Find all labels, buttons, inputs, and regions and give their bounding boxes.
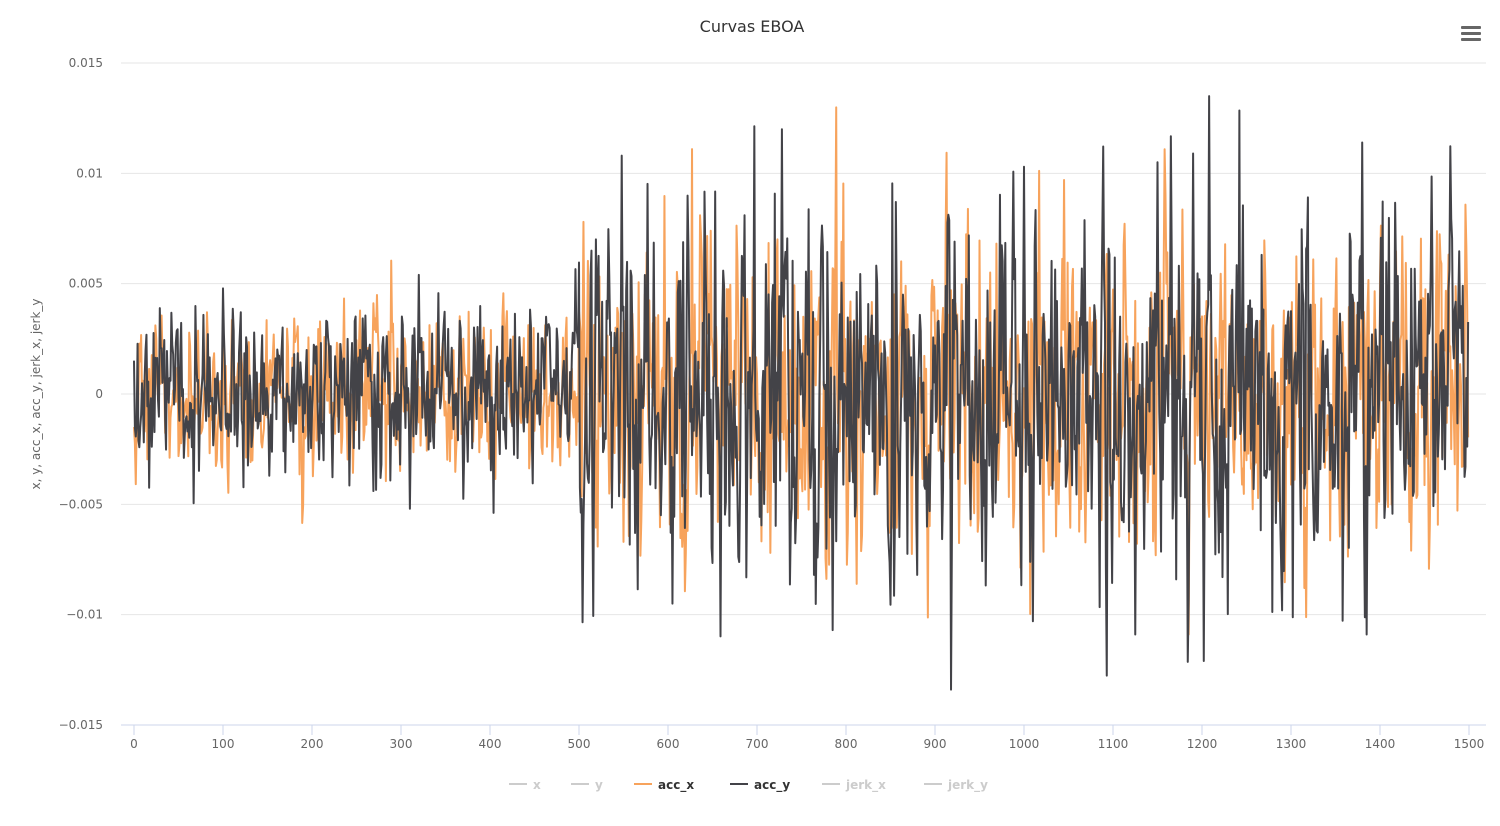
- legend-item-acc-x[interactable]: acc_x: [634, 778, 694, 793]
- x-tick-label: 1100: [1098, 737, 1129, 751]
- legend-label: jerk_x: [845, 778, 886, 793]
- x-tick-label: 0: [130, 737, 138, 751]
- legend-label: acc_x: [658, 778, 694, 793]
- legend-item-jerk-y[interactable]: jerk_y: [924, 778, 988, 793]
- x-tick-label: 1400: [1365, 737, 1396, 751]
- y-tick-label: −0.01: [66, 608, 103, 622]
- x-tick-label: 600: [657, 737, 680, 751]
- y-tick-label: 0.005: [69, 277, 103, 291]
- y-tick-label: −0.005: [59, 497, 103, 511]
- legend-label: acc_y: [754, 778, 790, 793]
- legend-label: jerk_y: [947, 778, 988, 793]
- legend-item-acc-y[interactable]: acc_y: [730, 778, 790, 793]
- y-tick-label: 0: [95, 387, 103, 401]
- x-tick-label: 800: [835, 737, 858, 751]
- legend-label: y: [595, 778, 603, 792]
- y-axis-label: x, y, acc_x, acc_y, jerk_x, jerk_y: [29, 298, 43, 489]
- x-axis-ticks: 0 100 200 300 400 500 600 700 800 900 1000 1100 1200…: [130, 725, 1484, 751]
- x-tick-label: 300: [390, 737, 413, 751]
- menu-icon[interactable]: [1461, 26, 1481, 41]
- plot-lines: [133, 95, 1470, 691]
- x-tick-label: 1500: [1454, 737, 1485, 751]
- x-tick-label: 1000: [1009, 737, 1040, 751]
- x-tick-label: 700: [746, 737, 769, 751]
- legend-item-jerk-x[interactable]: jerk_x: [822, 778, 886, 793]
- y-tick-label: 0.01: [76, 166, 103, 180]
- chart-title: Curvas EBOA: [700, 17, 805, 36]
- series-line-acc-y: [133, 95, 1470, 691]
- x-tick-label: 100: [212, 737, 235, 751]
- x-tick-label: 400: [479, 737, 502, 751]
- x-tick-label: 1300: [1276, 737, 1307, 751]
- legend-item-x[interactable]: x: [509, 778, 541, 792]
- y-tick-label: −0.015: [59, 718, 103, 732]
- x-tick-label: 200: [301, 737, 324, 751]
- x-tick-label: 1200: [1187, 737, 1218, 751]
- legend: x y acc_x acc_y jerk_x jerk_y: [509, 778, 988, 793]
- x-tick-label: 900: [924, 737, 947, 751]
- y-tick-label: 0.015: [69, 56, 103, 70]
- legend-label: x: [533, 778, 541, 792]
- x-tick-label: 500: [568, 737, 591, 751]
- y-axis-ticks: 0.015 0.01 0.005 0 −0.005 −0.01 −0.015: [59, 56, 103, 732]
- legend-item-y[interactable]: y: [571, 778, 603, 792]
